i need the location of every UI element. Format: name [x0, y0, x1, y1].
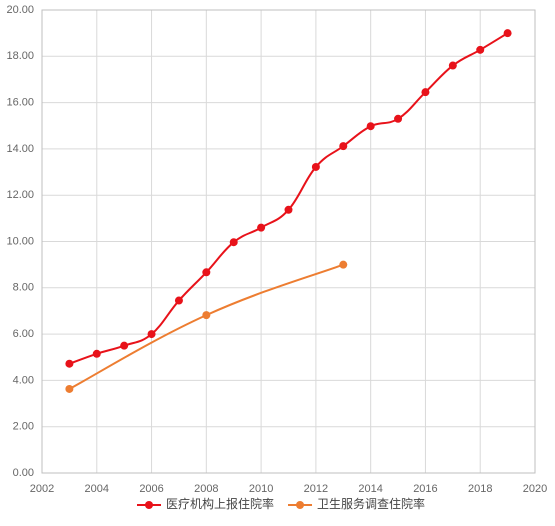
x-tick-label: 2012	[304, 483, 328, 495]
y-tick-label: 10.00	[6, 235, 34, 247]
y-tick-label: 4.00	[13, 374, 34, 386]
legend: 医疗机构上报住院率 卫生服务调查住院率	[137, 496, 425, 511]
data-point	[366, 122, 375, 131]
data-point	[257, 223, 266, 232]
legend-label: 卫生服务调查住院率	[317, 496, 425, 511]
x-tick-label: 2016	[413, 483, 437, 495]
x-tick-label: 2020	[523, 483, 547, 495]
series-line	[69, 32, 509, 365]
data-point	[65, 359, 74, 368]
data-point	[65, 384, 74, 393]
y-tick-label: 12.00	[6, 189, 34, 201]
data-point	[202, 311, 211, 320]
y-tick-label: 6.00	[13, 328, 34, 340]
data-point	[229, 238, 238, 247]
x-tick-label: 2002	[30, 483, 54, 495]
data-point	[120, 341, 129, 350]
legend-label: 医疗机构上报住院率	[166, 496, 274, 511]
data-point	[421, 88, 430, 97]
data-point	[448, 61, 457, 70]
y-tick-label: 20.00	[6, 4, 34, 16]
data-point	[503, 29, 512, 38]
y-tick-label: 18.00	[6, 50, 34, 62]
data-point	[339, 260, 348, 269]
x-tick-label: 2004	[85, 483, 109, 495]
data-point	[311, 162, 320, 171]
x-tick-label: 2014	[358, 483, 382, 495]
plot-frame	[41, 9, 536, 474]
legend-marker	[296, 501, 305, 509]
data-point	[147, 330, 156, 339]
data-point	[174, 296, 183, 305]
data-point	[92, 349, 101, 358]
y-tick-label: 2.00	[13, 421, 34, 433]
x-tick-label: 2018	[468, 483, 492, 495]
x-tick-label: 2008	[194, 483, 218, 495]
y-tick-label: 14.00	[6, 143, 34, 155]
data-point	[476, 45, 485, 54]
y-tick-label: 16.00	[6, 97, 34, 109]
x-tick-label: 2010	[249, 483, 273, 495]
data-point	[202, 268, 211, 277]
data-point	[394, 114, 403, 123]
y-tick-label: 8.00	[13, 282, 34, 294]
x-tick-label: 2006	[139, 483, 163, 495]
data-point	[339, 142, 348, 151]
legend-marker	[145, 501, 153, 509]
data-point	[284, 205, 293, 214]
y-tick-label: 0.00	[13, 467, 34, 479]
